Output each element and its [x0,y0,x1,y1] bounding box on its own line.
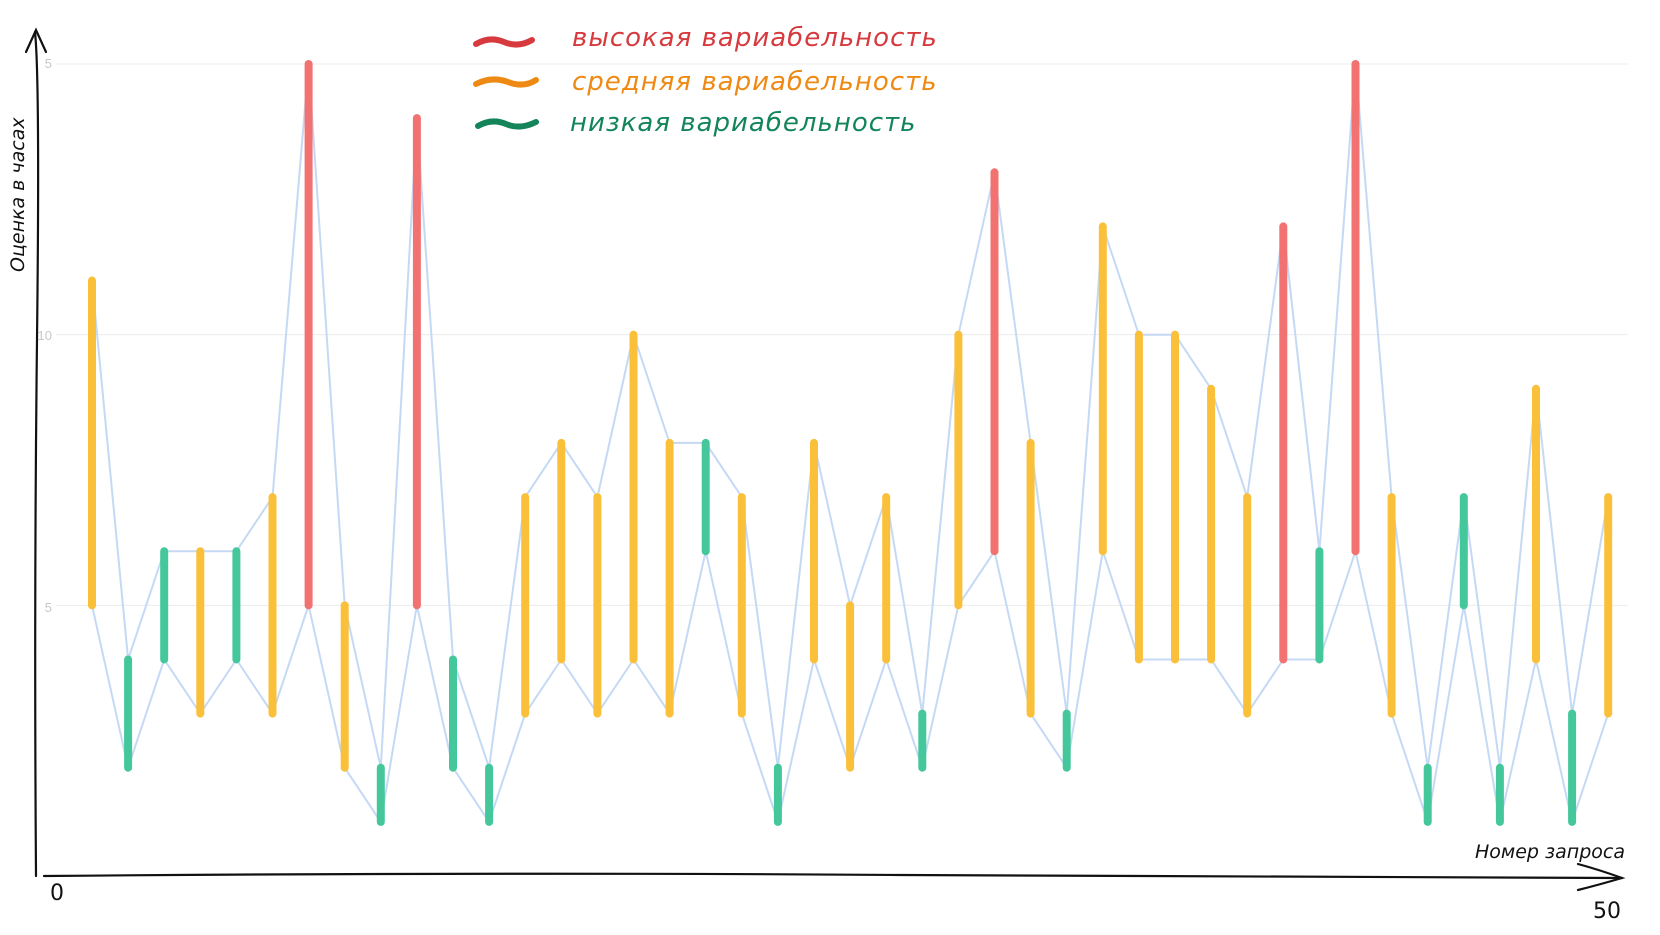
y-axis-line [33,30,40,878]
x-axis-start-label: 0 [50,881,64,906]
axes [24,27,1626,892]
legend-label-low: низкая вариабельность [570,108,917,138]
legend: высокая вариабельность средняя вариабель… [473,23,938,138]
grid-lines [56,63,1628,606]
x-axis-title: Номер запроса [1475,841,1625,863]
y-tick-label: 10 [38,328,52,343]
y-tick-label: 5 [45,56,52,71]
y-axis-arrow [24,27,48,54]
x-axis-line [42,872,1624,880]
legend-swatch-high [473,36,535,48]
y-tick-labels: 5 10 5 [38,56,52,615]
legend-swatch-low [475,118,539,130]
x-axis-arrow [1576,862,1626,892]
range-bars [88,60,1613,826]
legend-label-high: высокая вариабельность [572,23,938,53]
y-axis-title: Оценка в часах [7,117,29,272]
legend-label-medium: средняя вариабельность [572,67,938,97]
y-tick-label: 5 [45,600,52,615]
x-axis-end-label: 50 [1593,899,1621,924]
legend-swatch-medium [473,76,539,88]
